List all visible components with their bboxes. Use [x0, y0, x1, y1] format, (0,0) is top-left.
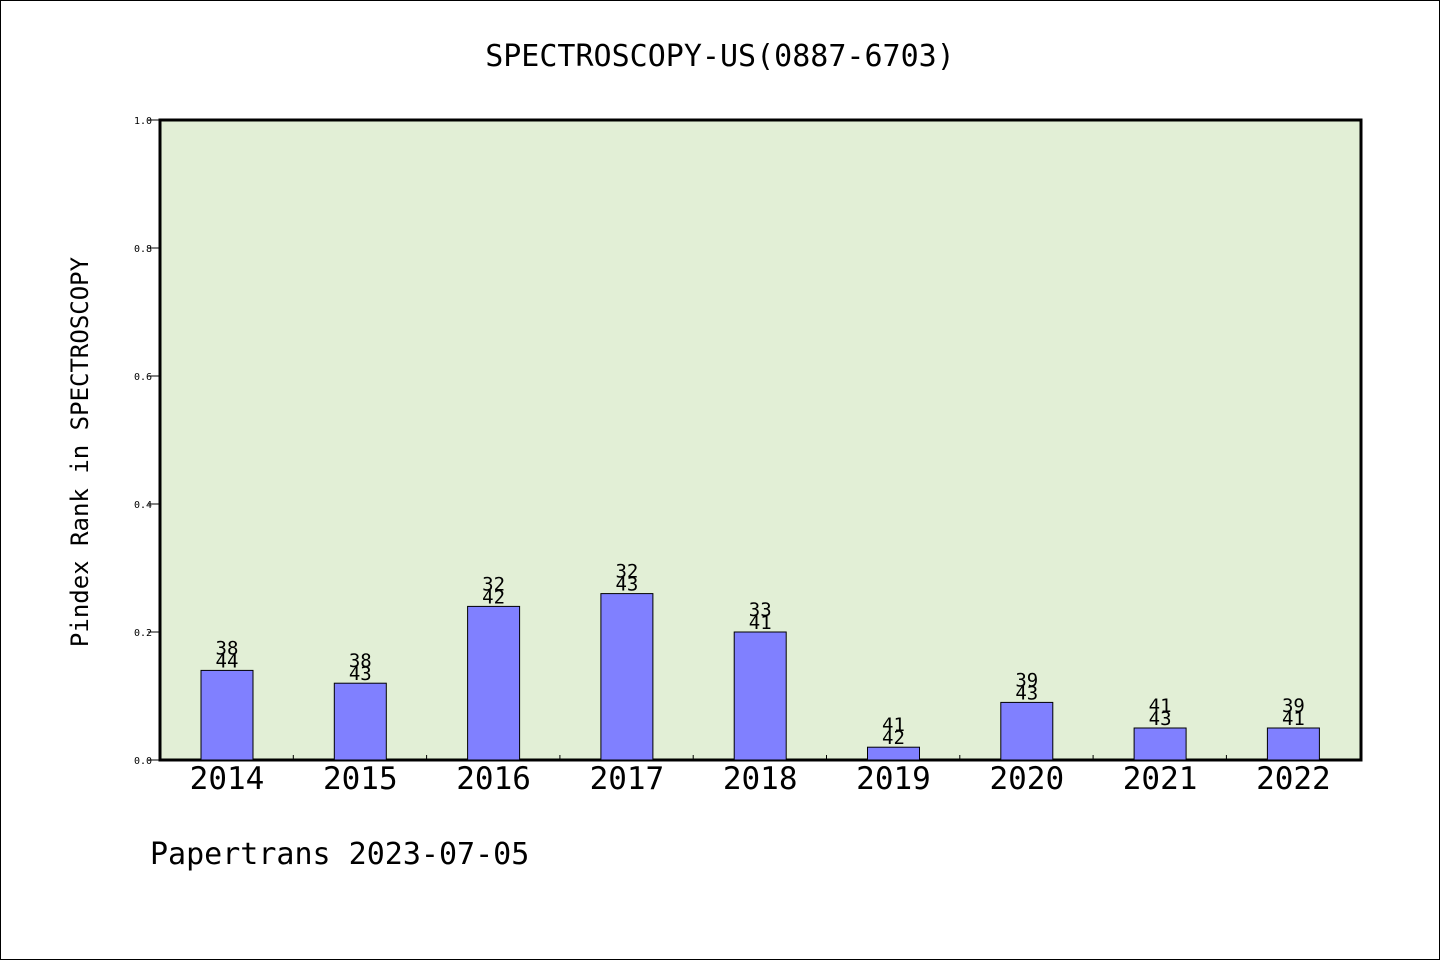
x-tick-label: 2015: [323, 761, 398, 797]
bar-2017: [600, 593, 654, 761]
y-tick-label: 0.4: [134, 500, 152, 511]
y-tick-label: 1.0: [134, 116, 152, 127]
x-tick-label: 2014: [190, 761, 265, 797]
footer-text: Papertrans 2023-07-05: [150, 837, 529, 872]
x-axis-labels: 2014 2015 2016 2017 2018 2019 2020 2021 2022: [190, 761, 1331, 797]
x-tick-label: 2021: [1123, 761, 1198, 797]
bar-label-bottom: 41: [749, 612, 772, 634]
bar-2019: [867, 746, 920, 761]
y-axis-labels: 0.0 0.2 0.4 0.6 0.8 1.0: [134, 116, 152, 767]
bar-label-top: 33: [749, 599, 772, 621]
y-axis-title: Pindex Rank in SPECTROSCOPY: [66, 256, 94, 647]
bar-label-top: 38: [216, 637, 239, 659]
y-tick-label: 0.2: [134, 628, 152, 639]
chart-title: SPECTROSCOPY-US(0887-6703): [485, 39, 955, 74]
bar-2022: [1266, 727, 1320, 761]
bar-label-top: 41: [882, 714, 905, 736]
x-tick-label: 2020: [989, 761, 1064, 797]
bar-label-top: 38: [349, 650, 372, 672]
bar-2016: [467, 605, 521, 761]
bar-label-top: 39: [1015, 669, 1038, 691]
bar-2021: [1133, 727, 1187, 761]
bar-label-top: 41: [1149, 695, 1172, 717]
bar-2015: [333, 682, 387, 761]
bar-label-bottom: 42: [482, 586, 505, 608]
x-tick-label: 2019: [856, 761, 931, 797]
bar-2018: [733, 631, 787, 761]
bar-label-bottom: 43: [1149, 708, 1172, 730]
bar-label-top: 32: [482, 573, 505, 595]
bar-label-bottom: 44: [216, 650, 239, 672]
bars: [200, 593, 1320, 761]
bar-label-bottom: 43: [349, 663, 372, 685]
bar-2020: [1000, 701, 1054, 761]
bar-label-bottom: 43: [1015, 682, 1038, 704]
x-tick-label: 2017: [590, 761, 665, 797]
bar-2014: [200, 669, 254, 761]
bar-label-bottom: 42: [882, 727, 905, 749]
bar-label-top: 39: [1282, 695, 1305, 717]
y-tick-label: 0.8: [134, 244, 152, 255]
bar-label-bottom: 41: [1282, 708, 1305, 730]
x-tick-label: 2022: [1256, 761, 1331, 797]
x-tick-label: 2018: [723, 761, 798, 797]
axis-ticks: [148, 119, 1227, 761]
y-tick-label: 0.6: [134, 372, 152, 383]
bar-label-bottom: 43: [615, 574, 638, 596]
x-tick-label: 2016: [456, 761, 531, 797]
y-tick-label: 0.0: [134, 756, 152, 767]
bar-label-top: 32: [615, 561, 638, 583]
